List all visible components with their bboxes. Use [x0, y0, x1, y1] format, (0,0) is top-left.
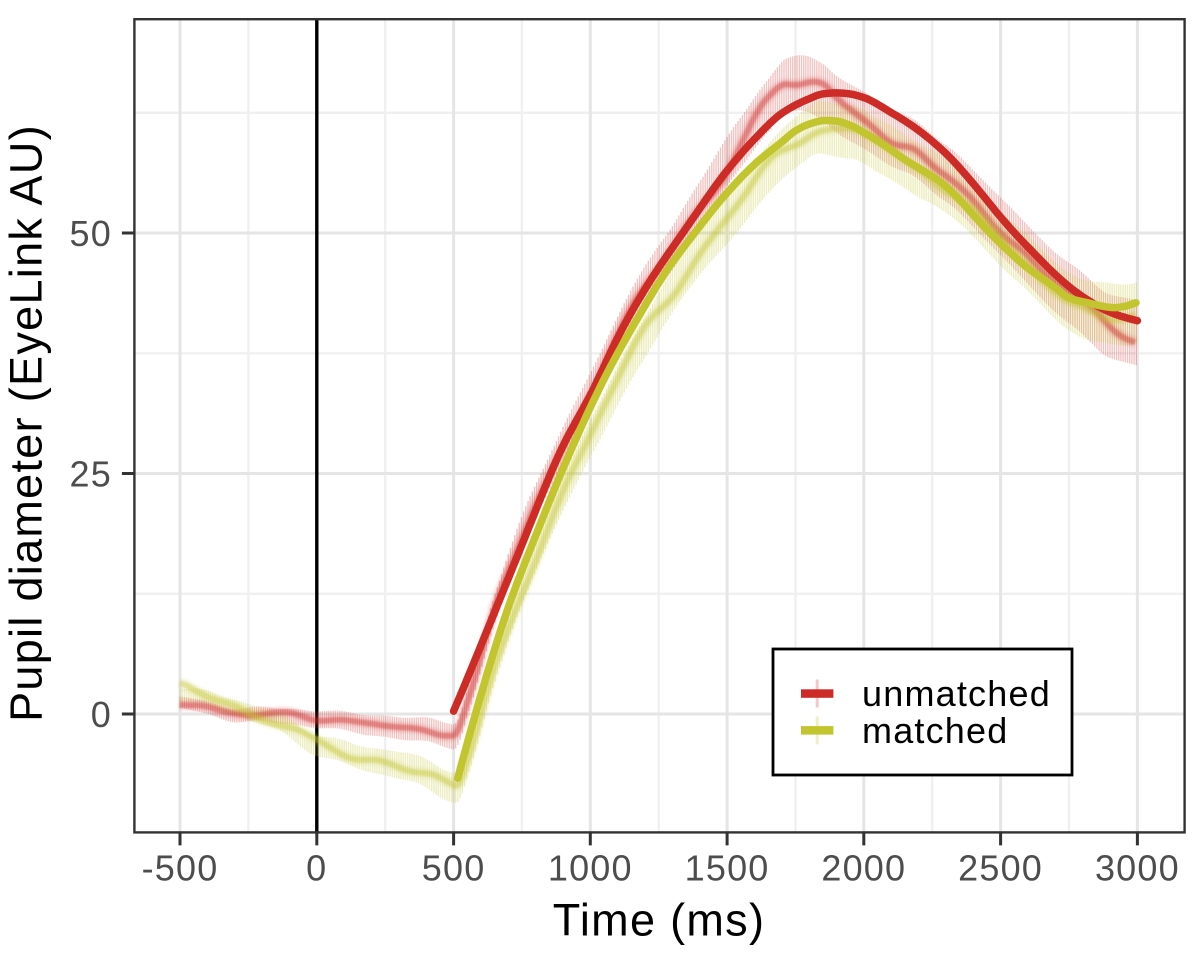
svg-text:0: 0 [91, 694, 112, 735]
svg-text:500: 500 [422, 848, 486, 889]
svg-text:Pupil diameter (EyeLink AU): Pupil diameter (EyeLink AU) [1, 124, 52, 722]
svg-text:2500: 2500 [958, 848, 1043, 889]
svg-text:0: 0 [306, 848, 327, 889]
svg-text:Time (ms): Time (ms) [553, 895, 766, 946]
svg-text:1500: 1500 [685, 848, 770, 889]
svg-text:2000: 2000 [821, 848, 906, 889]
svg-text:1000: 1000 [548, 848, 633, 889]
svg-text:25: 25 [70, 453, 112, 494]
svg-text:matched: matched [862, 710, 1008, 751]
svg-text:unmatched: unmatched [862, 673, 1051, 714]
svg-text:-500: -500 [142, 848, 219, 889]
svg-text:3000: 3000 [1095, 848, 1180, 889]
svg-text:50: 50 [70, 213, 112, 254]
